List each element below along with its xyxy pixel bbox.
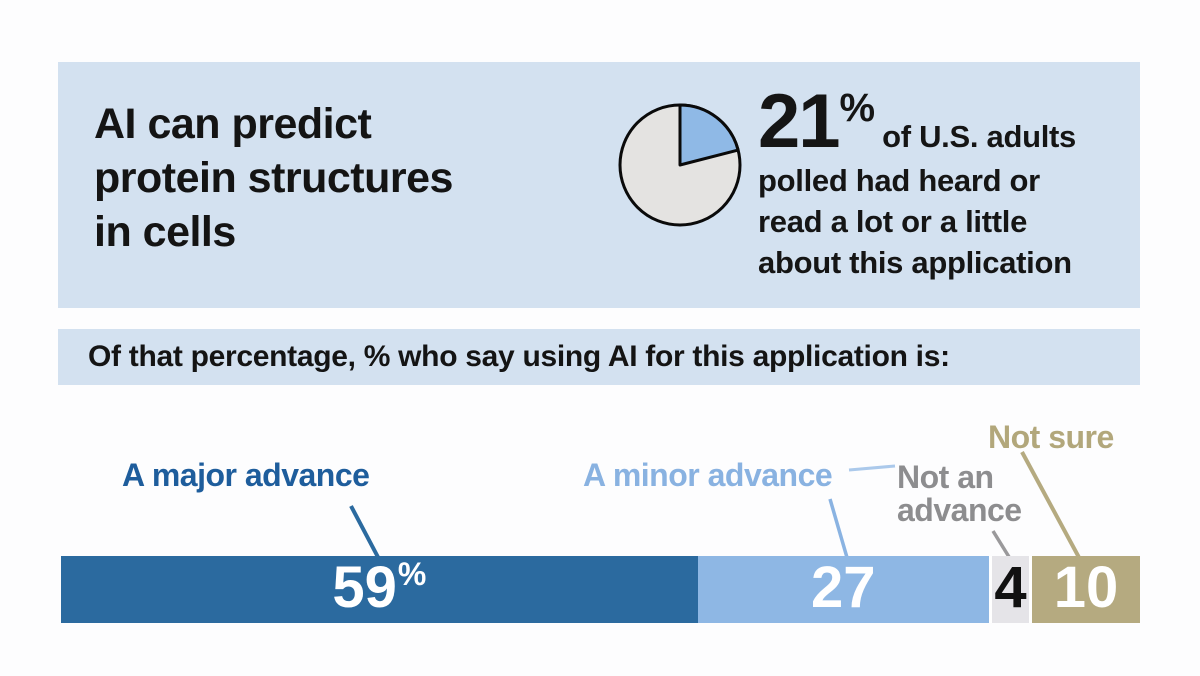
page-title: AI can predict protein structures in cel…: [94, 97, 453, 259]
stat-block: 21 % of U.S. adults polled had heard or …: [758, 79, 1098, 283]
bar-segment-major: 59%: [61, 555, 698, 623]
subtitle-band: Of that percentage, % who say using AI f…: [58, 329, 1140, 385]
stat-line-2: read a lot or a little: [758, 204, 1028, 239]
label-not-sure: Not sure: [988, 419, 1114, 455]
bar-segment-not-an-advance: 4: [988, 555, 1033, 623]
callout-line-minor-horizontal: [848, 464, 896, 472]
bar-segment-minor: 27: [697, 555, 989, 623]
bar-value-minor: 27: [811, 555, 876, 620]
pie-chart: [615, 100, 745, 230]
stat-line-3: about this application: [758, 245, 1072, 280]
title-line-1: AI can predict: [94, 100, 372, 148]
bar-value-major: 59: [332, 555, 397, 620]
label-not-an-advance: Not an advance: [897, 459, 1022, 528]
pie-chart-svg: [618, 103, 742, 227]
stat-description: polled had heard or read a lot or a litt…: [758, 160, 1098, 283]
bar-value-not-sure: 10: [1053, 555, 1119, 620]
bar-segment-not-sure: 10: [1032, 555, 1140, 623]
stat-percent-sign: %: [839, 86, 876, 130]
bar-value-not-an-advance: 4: [994, 555, 1027, 620]
label-major-advance: A major advance: [122, 457, 370, 493]
stat-top-line: 21 % of U.S. adults: [758, 79, 1098, 164]
label-minor-advance: A minor advance: [583, 457, 833, 493]
stat-value: 21: [758, 79, 841, 164]
header-band: [58, 62, 1140, 308]
stat-line-1: polled had heard or: [758, 163, 1040, 198]
pie-heard-slice: [678, 103, 740, 167]
stat-lead-text: of U.S. adults: [882, 119, 1076, 154]
stacked-bar: 59% 27 4 10: [61, 555, 1140, 623]
title-line-2: protein structures: [94, 154, 453, 202]
title-line-3: in cells: [94, 208, 236, 256]
bar-value-major-percent-sign: %: [397, 556, 427, 592]
subtitle-text: Of that percentage, % who say using AI f…: [88, 340, 950, 373]
